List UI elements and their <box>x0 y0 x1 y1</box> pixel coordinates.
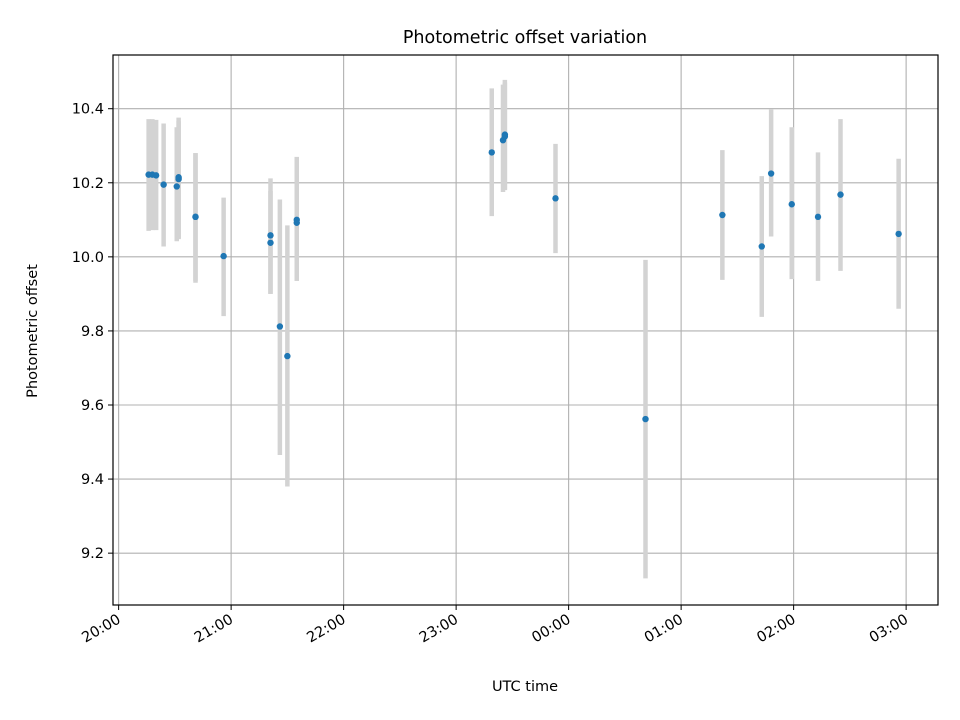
data-point <box>220 252 227 260</box>
axes-frame <box>112 54 939 606</box>
y-tick-label: 10.4 <box>72 102 104 118</box>
data-point <box>552 195 559 202</box>
y-axis-label: Photometric offset <box>25 264 41 398</box>
y-axis-ticks: 9.2 9.4 9.6 9.8 10.0 10.2 10.4 <box>72 102 113 562</box>
y-tick-label: 9.8 <box>81 324 104 340</box>
data-point <box>192 213 199 221</box>
data-point <box>267 232 274 239</box>
data-point <box>488 149 495 156</box>
data-point <box>767 170 775 177</box>
data-point <box>267 239 274 246</box>
chart-title: Photometric offset variation <box>403 28 647 48</box>
y-tick-label: 9.4 <box>81 472 104 488</box>
data-point <box>719 211 726 219</box>
y-tick-label: 9.2 <box>81 546 104 562</box>
data-point <box>284 352 291 360</box>
data-points <box>145 131 902 423</box>
data-point <box>814 213 822 221</box>
data-point <box>837 191 844 198</box>
data-point <box>173 183 180 190</box>
grid-lines <box>113 55 938 605</box>
data-point <box>293 216 300 224</box>
data-point <box>160 181 167 188</box>
data-point <box>152 172 160 179</box>
y-tick-label: 10.2 <box>72 176 104 192</box>
data-point <box>276 323 284 330</box>
y-tick-label: 9.6 <box>81 398 104 414</box>
x-axis-label: UTC time <box>492 679 558 695</box>
data-point <box>758 243 765 250</box>
data-point <box>895 230 902 238</box>
data-point <box>175 175 182 183</box>
y-tick-label: 10.0 <box>72 250 104 266</box>
data-point <box>788 201 795 208</box>
data-point <box>642 415 649 423</box>
data-point <box>501 133 509 140</box>
